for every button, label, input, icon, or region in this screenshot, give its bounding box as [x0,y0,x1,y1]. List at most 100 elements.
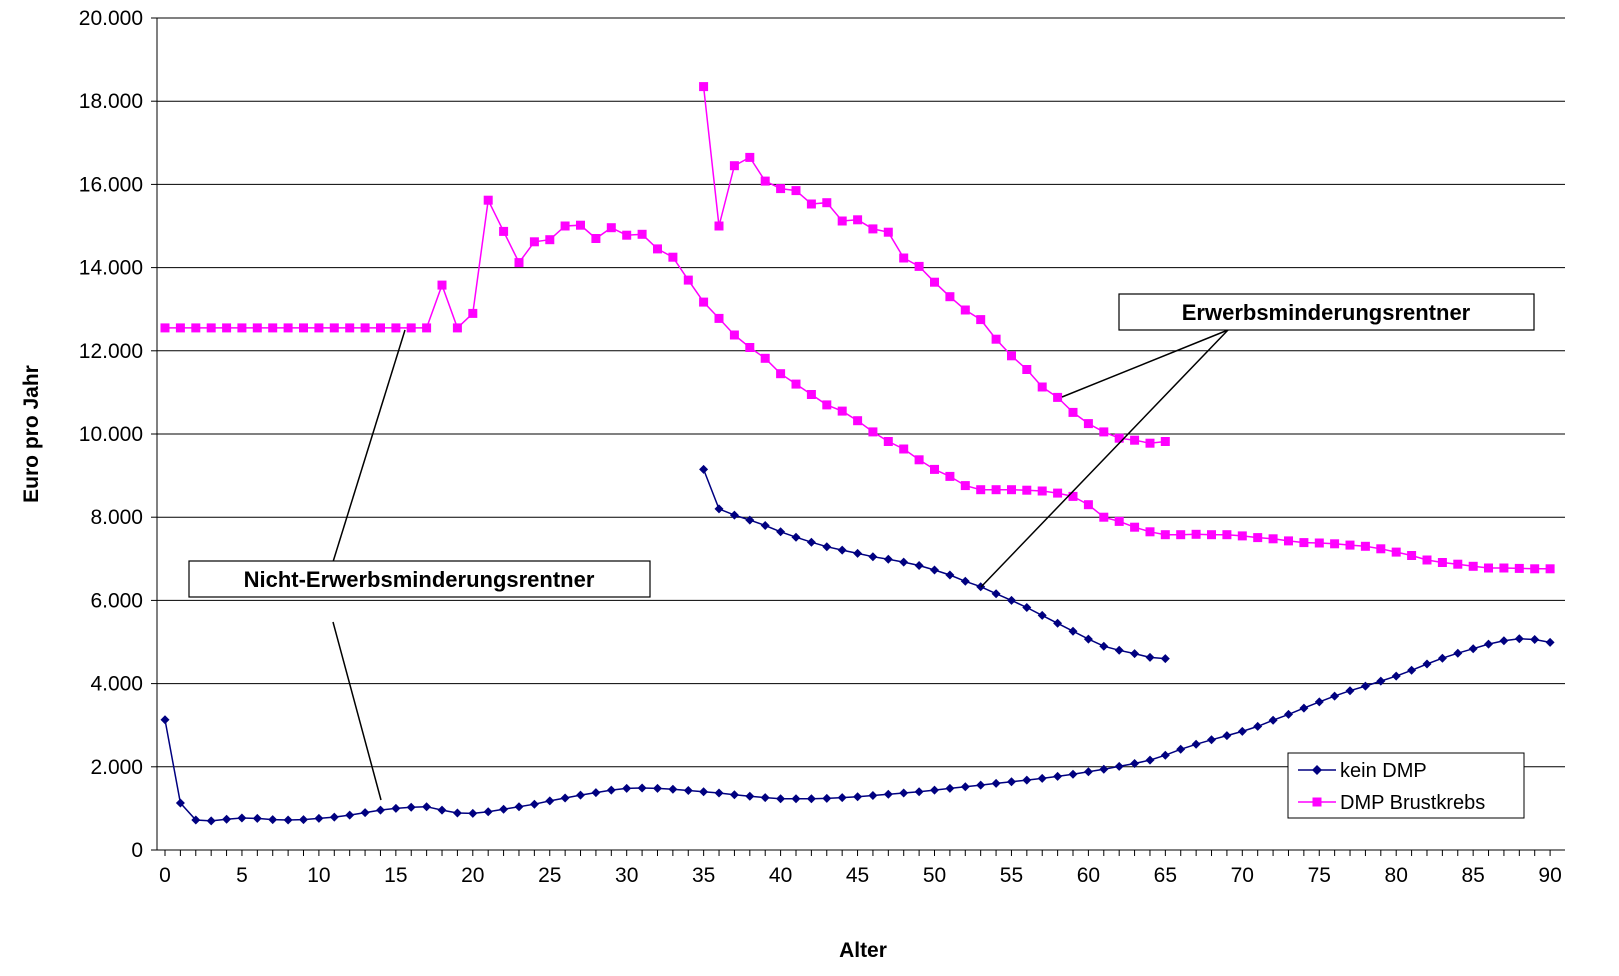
data-point [899,788,909,798]
y-tick-label: 0 [131,839,143,862]
data-point [837,793,847,803]
data-point [1453,559,1463,569]
data-point [1314,697,1324,707]
data-point [1022,775,1032,785]
y-tick-label: 2.000 [90,756,143,779]
data-point [360,323,370,333]
data-point [1176,530,1186,540]
y-tick-label: 4.000 [90,673,143,696]
data-point [1222,530,1232,540]
data-point [1253,533,1263,543]
data-point [914,787,924,797]
data-point [468,808,478,818]
data-point [1068,626,1078,636]
data-point [483,195,493,205]
data-point [1391,547,1401,557]
data-point [1114,433,1124,443]
data-point [1022,485,1032,495]
data-point [760,793,770,803]
x-tick-label: 15 [384,864,407,887]
data-point [945,570,955,580]
data-point [160,323,170,333]
data-point [376,805,385,815]
data-point [591,234,601,243]
data-point [853,215,863,225]
data-point [422,323,432,333]
data-point [529,799,539,809]
data-point [776,369,786,379]
data-point [499,226,509,236]
x-tick-label: 20 [461,864,484,887]
data-point [729,330,739,340]
series-layer [160,82,1555,826]
data-point [1545,637,1555,647]
x-tick-label: 0 [159,864,171,887]
data-point [930,565,939,575]
data-point [776,527,786,537]
data-point [1468,561,1478,571]
data-point [1330,539,1340,549]
data-point [591,788,601,798]
data-point [1083,500,1093,510]
data-point [1053,392,1063,402]
data-point [283,815,293,825]
data-point [1299,703,1309,713]
data-point [668,252,678,262]
data-point [822,400,832,410]
data-point [1145,527,1155,537]
data-point [1437,653,1447,663]
data-point [329,323,339,333]
data-point [1422,659,1432,669]
data-point [1499,636,1509,646]
data-point [452,808,462,818]
data-point [191,815,201,825]
data-point [791,532,801,542]
data-point [776,184,786,194]
data-point [1160,654,1170,664]
data-point [1237,531,1247,541]
data-point [299,815,308,825]
data-point [1453,648,1463,658]
data-point [360,808,370,818]
data-point [1068,491,1078,501]
data-point [191,323,201,333]
grid [157,17,1565,768]
data-point [345,810,355,820]
x-tick-label: 40 [769,864,792,887]
data-point [529,237,539,247]
data-point [791,186,801,196]
data-point [653,244,662,254]
data-point [622,230,632,240]
data-point [883,227,893,237]
y-tick-label: 8.000 [90,506,143,529]
data-point [945,471,955,481]
data-point [406,802,416,812]
legend-label-dmp-brustkrebs: DMP Brustkrebs [1340,792,1485,814]
data-point [637,783,647,793]
data-point [1360,541,1370,551]
data-point [822,542,832,552]
x-tick-label: 50 [923,864,946,887]
data-point [545,235,555,245]
data-point [1022,365,1032,374]
data-point [791,379,801,389]
data-point [1499,563,1509,573]
annotation-box [188,560,651,598]
data-point [653,783,662,793]
callout-line [332,621,382,801]
data-point [1484,563,1493,573]
data-point [914,561,924,570]
data-point [729,161,739,171]
data-point [806,794,816,804]
data-point [991,778,1001,788]
x-tick-label: 65 [1154,864,1177,887]
x-tick-label: 5 [236,864,248,887]
x-tick-label: 30 [615,864,638,887]
data-point [853,792,863,802]
data-point [883,437,893,446]
data-point [1130,759,1140,768]
x-tick-label: 80 [1385,864,1408,887]
data-point [991,485,1001,495]
data-point [868,224,878,234]
data-point [868,427,878,437]
